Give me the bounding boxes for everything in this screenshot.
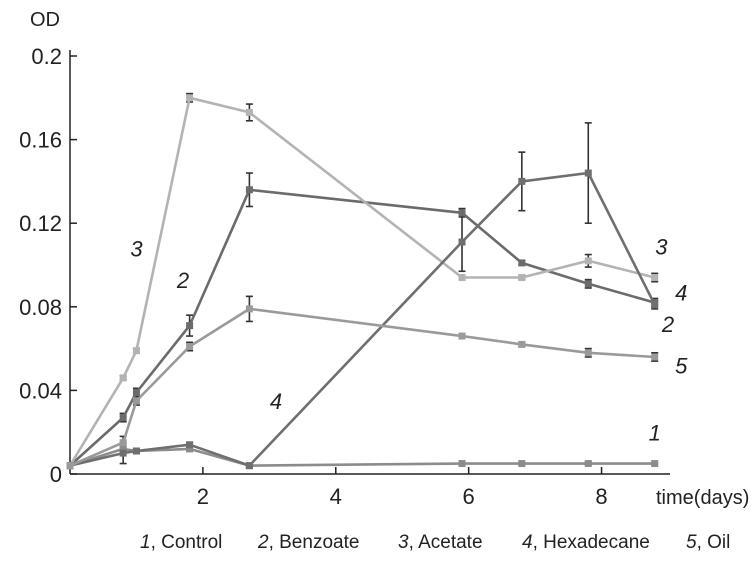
data-point-1 (186, 445, 194, 453)
y-tick-label: 0.16 (19, 128, 62, 153)
legend-number: 1 (140, 532, 151, 553)
series-tag-2: 2 (176, 268, 189, 293)
data-point-3 (518, 274, 526, 282)
series-lines (68, 96, 656, 467)
legend-label: , Oil (696, 532, 731, 553)
data-point-5 (651, 353, 659, 361)
y-tick-label: 0.04 (19, 378, 62, 403)
legend-number: 2 (258, 532, 269, 553)
data-point-1 (584, 460, 592, 468)
data-point-4 (651, 301, 659, 309)
legend-item-4: 4, Hexadecane (522, 532, 650, 554)
x-tick-label: 2 (197, 484, 209, 509)
series-tag-3: 3 (655, 235, 668, 260)
data-point-2 (518, 259, 526, 267)
y-tick-label: 0.2 (31, 44, 62, 69)
data-point-5 (132, 397, 140, 405)
data-point-1 (119, 445, 127, 453)
x-tick-label: 8 (595, 484, 607, 509)
data-point-2 (584, 280, 592, 288)
y-tick-label: 0.12 (19, 211, 62, 236)
series-line-1 (69, 447, 655, 467)
x-axis-title: time(days) (656, 487, 749, 509)
data-point-4 (245, 462, 253, 470)
series-tag-4: 4 (270, 389, 282, 414)
data-point-5 (66, 462, 74, 470)
legend-label: , Acetate (408, 532, 483, 553)
data-point-4 (132, 447, 140, 455)
data-point-4 (119, 449, 127, 457)
y-axis-title: OD (30, 9, 60, 31)
legend-item-5: 5, Oil (686, 532, 730, 554)
data-point-2 (132, 388, 140, 396)
data-point-3 (584, 257, 592, 265)
data-point-4 (518, 177, 526, 185)
data-point-2 (245, 186, 253, 194)
x-tick-label: 6 (463, 484, 475, 509)
series-line-3 (68, 96, 656, 467)
data-point-3 (186, 94, 194, 102)
series-tag-5: 5 (675, 354, 688, 379)
series-tag-1: 1 (649, 421, 661, 446)
series-line-5 (69, 307, 655, 467)
legend-label: , Control (150, 532, 223, 553)
legend-number: 3 (398, 532, 409, 553)
data-point-5 (245, 305, 253, 313)
data-point-2 (119, 414, 127, 422)
y-tick-label: 0.08 (19, 295, 62, 320)
legend-number: 4 (522, 532, 533, 553)
data-point-1 (651, 460, 659, 468)
series-line-2 (69, 188, 656, 467)
series-line-4 (69, 171, 656, 467)
legend-label: , Hexadecane (532, 532, 650, 553)
data-point-4 (458, 238, 466, 246)
data-point-4 (584, 169, 592, 177)
legend-item-1: 1, Control (140, 532, 222, 554)
legend: 1, Control 2, Benzoate 3, Acetate 4, Hex… (0, 528, 754, 560)
data-point-3 (245, 108, 253, 116)
series-tag-2: 2 (661, 312, 674, 337)
data-point-3 (132, 347, 140, 355)
legend-item-3: 3, Acetate (398, 532, 483, 554)
legend-item-2: 2, Benzoate (258, 532, 359, 554)
x-tick-label: 4 (330, 484, 342, 509)
data-point-5 (186, 343, 194, 351)
data-point-2 (186, 322, 194, 330)
legend-number: 5 (686, 532, 697, 553)
data-point-1 (458, 460, 466, 468)
data-point-4 (186, 441, 194, 449)
y-tick-label: 0 (50, 462, 62, 487)
series-tag-3: 3 (130, 237, 143, 262)
data-point-5 (119, 439, 127, 447)
data-point-3 (119, 374, 127, 382)
data-point-1 (518, 460, 526, 468)
data-point-3 (458, 274, 466, 282)
data-point-5 (458, 332, 466, 340)
legend-label: , Benzoate (268, 532, 360, 553)
data-point-3 (651, 274, 659, 282)
data-point-5 (584, 349, 592, 357)
data-points (66, 94, 659, 470)
data-point-2 (458, 209, 466, 217)
data-point-5 (518, 340, 526, 348)
series-tag-4: 4 (675, 281, 687, 306)
